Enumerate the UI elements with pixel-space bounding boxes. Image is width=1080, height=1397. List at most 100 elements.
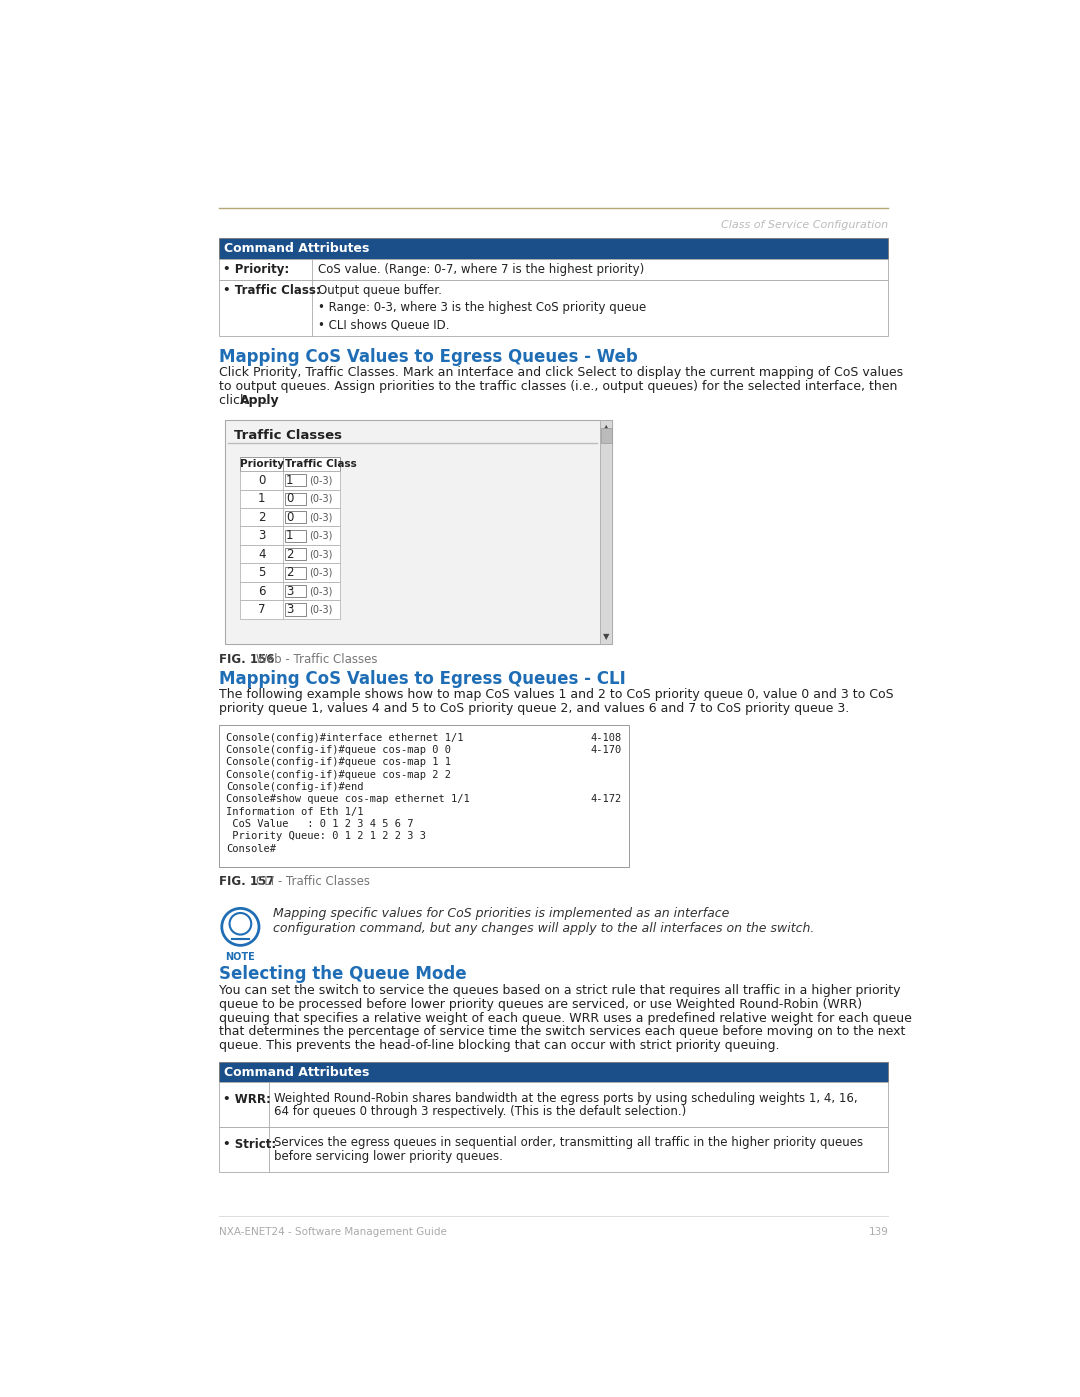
Text: Console(config-if)#queue cos-map 0 0: Console(config-if)#queue cos-map 0 0 xyxy=(227,745,451,756)
Bar xyxy=(218,1083,888,1127)
Bar xyxy=(218,725,630,866)
Bar xyxy=(241,509,339,527)
Text: Priority Queue: 0 1 2 1 2 2 3 3: Priority Queue: 0 1 2 1 2 2 3 3 xyxy=(227,831,427,841)
Text: (0-3): (0-3) xyxy=(309,493,333,504)
Text: Console#show queue cos-map ethernet 1/1: Console#show queue cos-map ethernet 1/1 xyxy=(227,795,470,805)
Text: NOTE: NOTE xyxy=(226,951,255,961)
Text: Console(config-if)#queue cos-map 1 1: Console(config-if)#queue cos-map 1 1 xyxy=(227,757,451,767)
Text: .: . xyxy=(264,394,268,407)
Text: FIG. 157: FIG. 157 xyxy=(218,875,274,887)
Text: You can set the switch to service the queues based on a strict rule that require: You can set the switch to service the qu… xyxy=(218,983,901,997)
Bar xyxy=(284,567,307,578)
Text: (0-3): (0-3) xyxy=(309,531,333,541)
Text: Console#: Console# xyxy=(227,844,276,854)
Text: Traffic Classes: Traffic Classes xyxy=(234,429,342,441)
Bar xyxy=(218,1127,888,1172)
Bar xyxy=(241,545,339,563)
Bar xyxy=(241,601,339,619)
Text: Mapping specific values for CoS priorities is implemented as an interface: Mapping specific values for CoS prioriti… xyxy=(273,907,729,919)
Text: 3: 3 xyxy=(286,604,294,616)
Text: 6: 6 xyxy=(258,584,266,598)
Text: 2: 2 xyxy=(286,566,294,580)
Text: 4-108: 4-108 xyxy=(591,733,622,743)
Text: Priority: Priority xyxy=(240,460,284,469)
Bar xyxy=(241,527,339,545)
Bar xyxy=(284,548,307,560)
Text: Command Attributes: Command Attributes xyxy=(225,1066,369,1078)
Bar xyxy=(600,427,611,443)
Text: CLI - Traffic Classes: CLI - Traffic Classes xyxy=(256,875,369,887)
Text: 7: 7 xyxy=(258,604,266,616)
Text: 2: 2 xyxy=(286,548,294,560)
Text: Console(config-if)#queue cos-map 2 2: Console(config-if)#queue cos-map 2 2 xyxy=(227,770,451,780)
Bar xyxy=(218,1062,888,1083)
Text: 0: 0 xyxy=(258,474,266,486)
Text: 4: 4 xyxy=(258,548,266,560)
Text: 0: 0 xyxy=(286,492,294,506)
Text: • Traffic Class:: • Traffic Class: xyxy=(224,285,321,298)
Text: (0-3): (0-3) xyxy=(309,513,333,522)
Text: click: click xyxy=(218,394,251,407)
Text: Mapping CoS Values to Egress Queues - CLI: Mapping CoS Values to Egress Queues - CL… xyxy=(218,669,625,687)
Text: ▲: ▲ xyxy=(603,423,609,432)
Text: • Priority:: • Priority: xyxy=(224,263,289,275)
Text: queue. This prevents the head-of-line blocking that can occur with strict priori: queue. This prevents the head-of-line bl… xyxy=(218,1039,779,1052)
Bar xyxy=(284,585,307,598)
Bar xyxy=(225,420,612,644)
Text: Click Priority, Traffic Classes. Mark an interface and click Select to display t: Click Priority, Traffic Classes. Mark an… xyxy=(218,366,903,380)
Bar xyxy=(241,457,339,471)
Text: 3: 3 xyxy=(258,529,266,542)
Bar xyxy=(218,258,888,279)
Text: Command Attributes: Command Attributes xyxy=(225,242,369,256)
Text: Console(config)#interface ethernet 1/1: Console(config)#interface ethernet 1/1 xyxy=(227,733,464,743)
Text: 64 for queues 0 through 3 respectively. (This is the default selection.): 64 for queues 0 through 3 respectively. … xyxy=(273,1105,686,1119)
Text: Weighted Round-Robin shares bandwidth at the egress ports by using scheduling we: Weighted Round-Robin shares bandwidth at… xyxy=(273,1091,858,1105)
Text: (0-3): (0-3) xyxy=(309,549,333,559)
Bar xyxy=(600,420,612,644)
Text: 5: 5 xyxy=(258,566,266,580)
Text: Console(config-if)#end: Console(config-if)#end xyxy=(227,782,364,792)
Text: Output queue buffer.: Output queue buffer. xyxy=(318,285,442,298)
Text: (0-3): (0-3) xyxy=(309,605,333,615)
Text: 1: 1 xyxy=(286,529,294,542)
Text: before servicing lower priority queues.: before servicing lower priority queues. xyxy=(273,1150,502,1164)
Text: (0-3): (0-3) xyxy=(309,567,333,578)
Bar xyxy=(241,489,339,509)
Text: • WRR:: • WRR: xyxy=(224,1094,271,1106)
Text: ▼: ▼ xyxy=(603,631,609,641)
Text: 4-170: 4-170 xyxy=(591,745,622,756)
Bar xyxy=(284,529,307,542)
Text: 0: 0 xyxy=(286,511,294,524)
Text: 3: 3 xyxy=(286,584,294,598)
Text: Traffic Class: Traffic Class xyxy=(284,460,356,469)
Text: 2: 2 xyxy=(258,511,266,524)
Text: (0-3): (0-3) xyxy=(309,475,333,485)
Text: Information of Eth 1/1: Information of Eth 1/1 xyxy=(227,806,364,817)
Text: configuration command, but any changes will apply to the all interfaces on the s: configuration command, but any changes w… xyxy=(273,922,814,935)
Bar xyxy=(218,239,888,258)
Text: queuing that specifies a relative weight of each queue. WRR uses a predefined re: queuing that specifies a relative weight… xyxy=(218,1011,912,1024)
Text: • CLI shows Queue ID.: • CLI shows Queue ID. xyxy=(318,319,449,331)
Text: 1: 1 xyxy=(258,492,266,506)
Text: 1: 1 xyxy=(286,474,294,486)
Text: priority queue 1, values 4 and 5 to CoS priority queue 2, and values 6 and 7 to : priority queue 1, values 4 and 5 to CoS … xyxy=(218,703,849,715)
Text: FIG. 156: FIG. 156 xyxy=(218,652,274,666)
Bar xyxy=(284,493,307,504)
Bar xyxy=(284,511,307,524)
Bar xyxy=(284,604,307,616)
Text: • Strict:: • Strict: xyxy=(224,1137,276,1151)
Text: that determines the percentage of service time the switch services each queue be: that determines the percentage of servic… xyxy=(218,1025,905,1038)
Text: Class of Service Configuration: Class of Service Configuration xyxy=(721,219,889,231)
Bar xyxy=(218,279,888,335)
Bar xyxy=(241,471,339,489)
Bar xyxy=(241,563,339,583)
Text: The following example shows how to map CoS values 1 and 2 to CoS priority queue : The following example shows how to map C… xyxy=(218,689,893,701)
Bar xyxy=(284,474,307,486)
Text: (0-3): (0-3) xyxy=(309,587,333,597)
Text: CoS value. (Range: 0-7, where 7 is the highest priority): CoS value. (Range: 0-7, where 7 is the h… xyxy=(318,263,644,275)
Bar xyxy=(241,583,339,601)
Text: 139: 139 xyxy=(868,1227,889,1238)
Text: 4-172: 4-172 xyxy=(591,795,622,805)
Text: Web - Traffic Classes: Web - Traffic Classes xyxy=(256,652,377,666)
Text: Mapping CoS Values to Egress Queues - Web: Mapping CoS Values to Egress Queues - We… xyxy=(218,348,637,366)
